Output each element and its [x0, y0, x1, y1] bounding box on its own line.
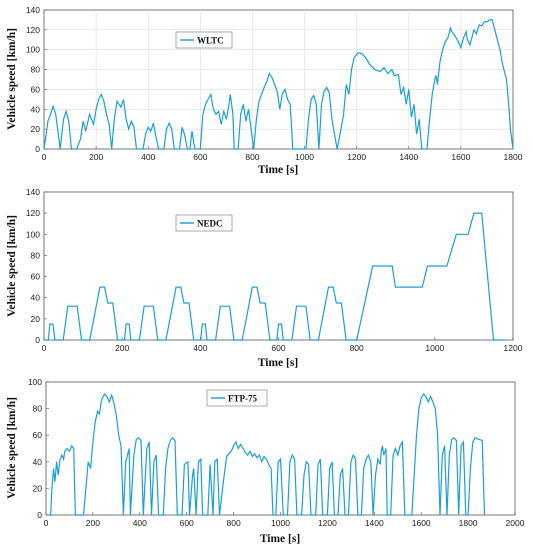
x-tick-label: 600	[271, 343, 285, 353]
y-tick-label: 60	[33, 430, 43, 440]
x-tick-label: 1200	[318, 518, 337, 528]
x-tick-label: 0	[42, 152, 47, 162]
y-tick-label: 100	[26, 229, 40, 239]
x-tick-labels: 0 200 400 600 800 1000 1200	[42, 343, 523, 353]
x-tick-label: 1600	[412, 518, 431, 528]
x-tick-label: 200	[86, 518, 100, 528]
x-tick-label: 400	[141, 152, 155, 162]
x-tick-label: 600	[193, 152, 207, 162]
y-tick-label: 20	[31, 124, 41, 134]
series-line-wltc	[43, 19, 514, 150]
gridlines	[43, 9, 514, 150]
x-tick-label: 0	[42, 343, 47, 353]
x-tick-label: 400	[193, 343, 207, 353]
x-tick-label: 800	[350, 343, 364, 353]
legend-label: NEDC	[197, 219, 223, 229]
x-tick-label: 1800	[504, 152, 523, 162]
x-axis-label: Time [s]	[258, 164, 298, 176]
x-tick-label: 1800	[459, 518, 478, 528]
y-tick-label: 0	[37, 510, 42, 520]
y-tick-label: 80	[31, 250, 41, 260]
y-tick-label: 120	[26, 25, 40, 35]
y-tick-label: 40	[31, 104, 41, 114]
y-tick-labels: 0 20 40 60 80 100 120 140	[26, 187, 40, 345]
y-tick-label: 40	[33, 457, 43, 467]
y-tick-label: 0	[35, 144, 40, 154]
y-tick-label: 20	[33, 483, 43, 493]
y-tick-label: 80	[33, 404, 43, 414]
x-tick-label: 800	[227, 518, 241, 528]
y-tick-label: 140	[26, 187, 40, 197]
x-tick-label: 1400	[399, 152, 418, 162]
legend-label: FTP-75	[228, 394, 257, 404]
legend: WLTC	[175, 31, 233, 49]
x-tick-label: 1000	[425, 343, 444, 353]
x-axis-label: Time [s]	[258, 357, 298, 369]
y-tick-label: 40	[31, 293, 41, 303]
y-tick-label: 140	[26, 5, 40, 15]
x-tick-label: 200	[89, 152, 103, 162]
ftp75-chart: 0 20 40 60 80 100 0 200 400 600 800 1000 1200 1400 16…	[6, 377, 525, 545]
x-tick-label: 600	[180, 518, 194, 528]
series-line-nedc	[44, 212, 506, 341]
legend-box	[206, 389, 268, 407]
y-tick-label: 20	[31, 314, 41, 324]
x-tick-label: 800	[245, 152, 259, 162]
x-tick-label: 0	[44, 518, 49, 528]
x-tick-label: 2000	[506, 518, 525, 528]
legend-label: WLTC	[197, 36, 224, 46]
y-tick-label: 60	[31, 84, 41, 94]
x-tick-label: 1200	[504, 343, 523, 353]
y-tick-labels: 0 20 40 60 80 100 120 140	[26, 5, 40, 154]
y-axis-label: Vehicle speed [km/h]	[6, 28, 18, 130]
y-axis-label: Vehicle speed [km/h]	[6, 397, 18, 499]
y-tick-label: 100	[28, 377, 42, 387]
x-tick-label: 1000	[271, 518, 290, 528]
y-axis-label: Vehicle speed [km/h]	[6, 215, 18, 317]
x-tick-label: 200	[115, 343, 129, 353]
y-tick-label: 80	[31, 65, 41, 75]
nedc-chart: 0 20 40 60 80 100 120 140 0 200 400 600 800 1000 1200…	[6, 187, 523, 369]
x-tick-labels: 0 200 400 600 800 1000 1200 1400 1600 1800	[42, 152, 523, 162]
x-axis-label: Time [s]	[260, 533, 300, 545]
wltc-chart: 0 20 40 60 80 100 120 140 0 200 400 600 800 1000 1200…	[6, 5, 523, 176]
x-tick-label: 1000	[295, 152, 314, 162]
x-tick-label: 1600	[451, 152, 470, 162]
legend-box	[175, 214, 233, 232]
x-tick-label: 1200	[347, 152, 366, 162]
plot-area	[43, 9, 514, 150]
x-tick-label: 400	[133, 518, 147, 528]
legend-box	[175, 31, 233, 49]
series-line-ftp75	[46, 392, 486, 516]
y-tick-label: 100	[26, 45, 40, 55]
y-tick-label: 60	[31, 272, 41, 282]
y-tick-labels: 0 20 40 60 80 100	[28, 377, 42, 520]
x-tick-labels: 0 200 400 600 800 1000 1200 1400 1600 1800 2000	[44, 518, 525, 528]
x-tick-label: 1400	[365, 518, 384, 528]
legend: NEDC	[175, 214, 233, 232]
y-tick-label: 120	[26, 208, 40, 218]
y-tick-label: 0	[35, 335, 40, 345]
legend: FTP-75	[206, 389, 268, 407]
